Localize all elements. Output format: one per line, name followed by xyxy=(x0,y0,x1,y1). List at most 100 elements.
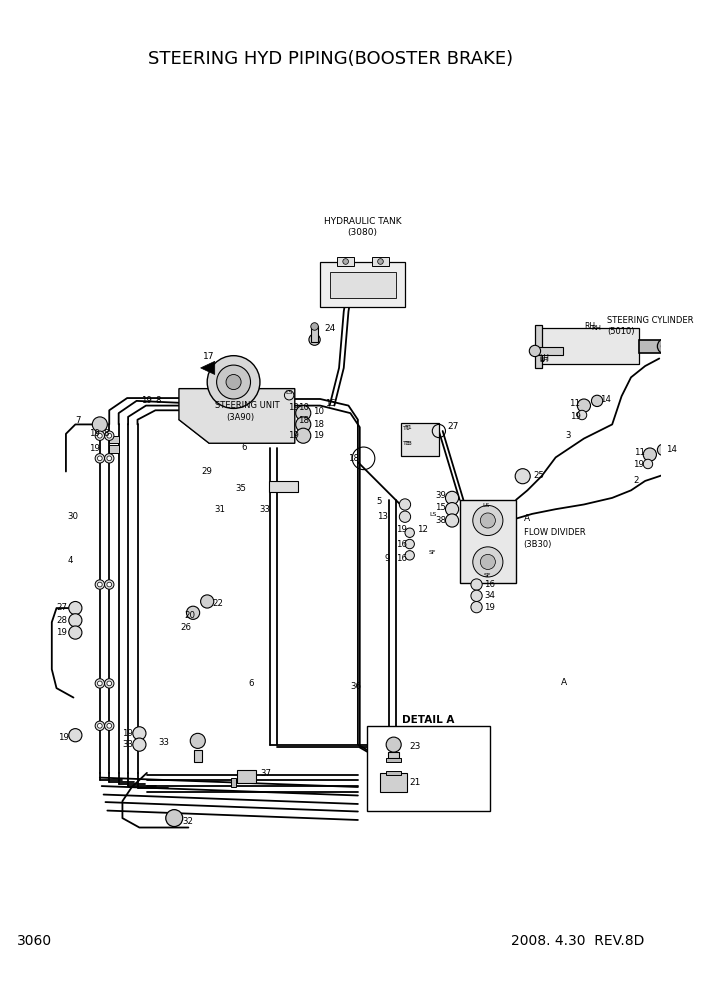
Circle shape xyxy=(95,679,105,688)
Text: 19: 19 xyxy=(484,602,495,612)
Bar xyxy=(337,257,354,266)
Text: 39: 39 xyxy=(435,491,446,500)
Text: 16: 16 xyxy=(484,580,495,589)
Text: T3: T3 xyxy=(403,440,411,445)
Text: 18: 18 xyxy=(348,453,359,463)
Circle shape xyxy=(105,721,114,730)
Circle shape xyxy=(296,417,311,432)
Bar xyxy=(231,778,237,787)
Circle shape xyxy=(577,399,590,413)
Circle shape xyxy=(296,429,311,443)
Text: FLOW DIVIDER: FLOW DIVIDER xyxy=(524,528,585,538)
Text: 8: 8 xyxy=(155,397,161,406)
Bar xyxy=(110,445,119,452)
Text: 30: 30 xyxy=(68,512,79,521)
Circle shape xyxy=(133,738,146,751)
Text: 8: 8 xyxy=(104,430,109,438)
Text: 19: 19 xyxy=(289,432,299,440)
Text: 9: 9 xyxy=(384,554,390,562)
Circle shape xyxy=(98,582,102,587)
Circle shape xyxy=(643,459,653,468)
Bar xyxy=(367,726,490,810)
Circle shape xyxy=(95,721,105,730)
Circle shape xyxy=(657,444,669,455)
Text: T1: T1 xyxy=(405,425,413,430)
Text: 19: 19 xyxy=(312,432,324,440)
Text: 38: 38 xyxy=(435,516,446,525)
Text: 13: 13 xyxy=(377,512,388,521)
Text: SF: SF xyxy=(428,550,436,555)
Text: 27: 27 xyxy=(447,422,458,431)
Circle shape xyxy=(515,468,530,484)
Bar xyxy=(402,423,439,456)
Circle shape xyxy=(343,259,348,264)
Text: 19: 19 xyxy=(58,733,69,742)
Circle shape xyxy=(399,511,411,523)
Circle shape xyxy=(471,601,482,613)
Circle shape xyxy=(190,733,205,748)
Text: 19: 19 xyxy=(89,430,100,438)
Text: SF: SF xyxy=(483,572,491,577)
Circle shape xyxy=(309,334,320,345)
Text: 19: 19 xyxy=(56,628,67,637)
Circle shape xyxy=(592,395,603,407)
Circle shape xyxy=(472,505,503,536)
Circle shape xyxy=(378,259,383,264)
Bar xyxy=(386,758,402,762)
Circle shape xyxy=(296,406,311,421)
Circle shape xyxy=(472,547,503,577)
Text: 34: 34 xyxy=(484,591,495,600)
Text: 33: 33 xyxy=(122,740,133,749)
Text: 25: 25 xyxy=(533,471,544,480)
Text: 35: 35 xyxy=(235,484,246,493)
Text: 2: 2 xyxy=(633,476,638,485)
Circle shape xyxy=(643,448,656,461)
Text: 11: 11 xyxy=(634,448,645,457)
Text: LH: LH xyxy=(540,357,549,363)
Circle shape xyxy=(399,499,411,510)
Polygon shape xyxy=(179,389,295,443)
Bar xyxy=(270,481,298,492)
Text: 19: 19 xyxy=(633,460,644,469)
Circle shape xyxy=(657,338,673,354)
Text: 18: 18 xyxy=(312,420,324,429)
Text: 29: 29 xyxy=(201,467,213,476)
Bar xyxy=(380,773,407,792)
Text: 12: 12 xyxy=(417,526,428,535)
Circle shape xyxy=(529,345,541,356)
Circle shape xyxy=(446,514,458,527)
Circle shape xyxy=(446,491,458,505)
Text: 15: 15 xyxy=(435,503,446,512)
Circle shape xyxy=(386,737,402,752)
Bar xyxy=(386,771,402,775)
Text: 15: 15 xyxy=(325,399,336,408)
Text: 16: 16 xyxy=(395,554,406,562)
Circle shape xyxy=(98,723,102,728)
Circle shape xyxy=(311,322,318,330)
Circle shape xyxy=(217,365,251,399)
Circle shape xyxy=(105,679,114,688)
Circle shape xyxy=(98,456,102,460)
Text: 3060: 3060 xyxy=(17,933,52,947)
Bar xyxy=(194,750,201,762)
Text: 10: 10 xyxy=(298,403,309,412)
Bar xyxy=(330,272,395,299)
Circle shape xyxy=(480,555,496,569)
Circle shape xyxy=(226,375,241,390)
Circle shape xyxy=(577,411,587,420)
Circle shape xyxy=(95,579,105,589)
Bar xyxy=(372,257,389,266)
Circle shape xyxy=(107,456,112,460)
Text: LS: LS xyxy=(482,503,489,508)
Circle shape xyxy=(98,434,102,438)
Circle shape xyxy=(187,606,199,619)
Text: 14: 14 xyxy=(666,445,677,454)
Text: 21: 21 xyxy=(410,778,421,787)
Text: 11: 11 xyxy=(569,399,580,408)
Text: RH: RH xyxy=(584,322,595,331)
Bar xyxy=(535,347,563,355)
Text: RH: RH xyxy=(592,325,602,331)
Text: 20: 20 xyxy=(185,611,196,620)
Text: LS: LS xyxy=(286,390,293,395)
Text: 19: 19 xyxy=(289,403,299,412)
